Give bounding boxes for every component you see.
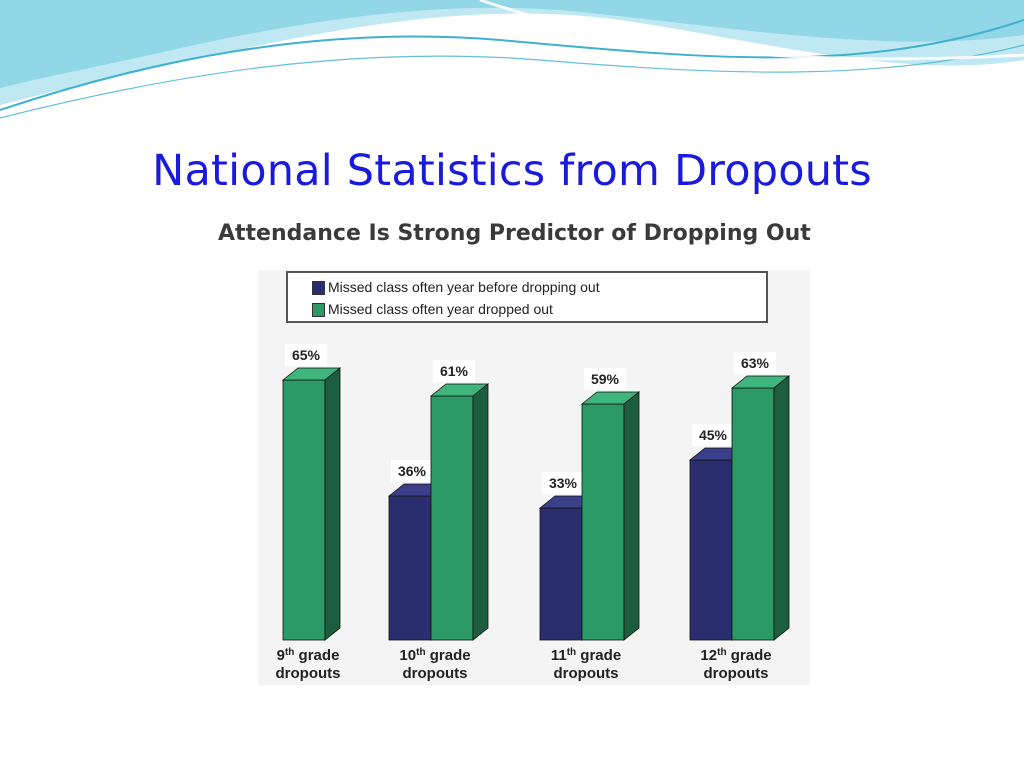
data-label-bg-series0-11 [542,472,584,494]
category-sublabel-12: dropouts [704,665,769,682]
data-label-bg-series1-9 [285,344,327,366]
bar-series0-10 [388,495,432,641]
bar-series0-11 [539,507,583,641]
category-label-11: 11th grade [551,647,621,664]
category-label-12: 12th grade [700,647,771,664]
bar-series0-12 [689,459,733,641]
legend-label-dropped: Missed class often year dropped out [328,301,553,317]
data-label-series0-10: 36% [398,463,427,479]
bar-series1-10 [430,395,474,641]
legend-swatch-dropped [312,303,325,317]
category-label-9: 9th grade [277,647,340,664]
category-sublabel-9: dropouts [276,665,341,682]
bar-side-series1-12 [773,375,790,641]
category-sublabel-11: dropouts [554,665,619,682]
data-label-bg-series0-12 [692,424,734,446]
data-label-series0-11: 33% [549,475,578,491]
data-label-series1-9: 65% [292,347,321,363]
bar-side-series1-9 [324,367,341,641]
bar-series1-12 [731,387,775,641]
data-label-bg-series0-10 [391,460,433,482]
data-label-series1-10: 61% [440,363,469,379]
slide-title: National Statistics from Dropouts [152,146,872,196]
legend-swatch-before [312,281,325,295]
category-sublabel-10: dropouts [403,665,468,682]
legend-item-dropped: Missed class often year dropped out [312,301,553,317]
bar-side-series1-10 [472,383,489,641]
chart-legend: Missed class often year before dropping … [286,271,768,323]
data-label-bg-series1-11 [584,368,626,390]
bar-series1-11 [581,403,625,641]
category-label-10: 10th grade [399,647,470,664]
legend-label-before: Missed class often year before dropping … [328,279,600,295]
chart-title: Attendance Is Strong Predictor of Droppi… [218,221,811,246]
legend-item-before: Missed class often year before dropping … [312,279,600,295]
data-label-bg-series1-10 [433,360,475,382]
data-label-series1-12: 63% [741,355,770,371]
data-label-bg-series1-12 [734,352,776,374]
header-wave-decoration [0,0,1024,119]
bar-series1-9 [282,379,326,641]
bar-side-series1-11 [623,391,640,641]
data-label-series1-11: 59% [591,371,620,387]
data-label-series0-12: 45% [699,427,728,443]
